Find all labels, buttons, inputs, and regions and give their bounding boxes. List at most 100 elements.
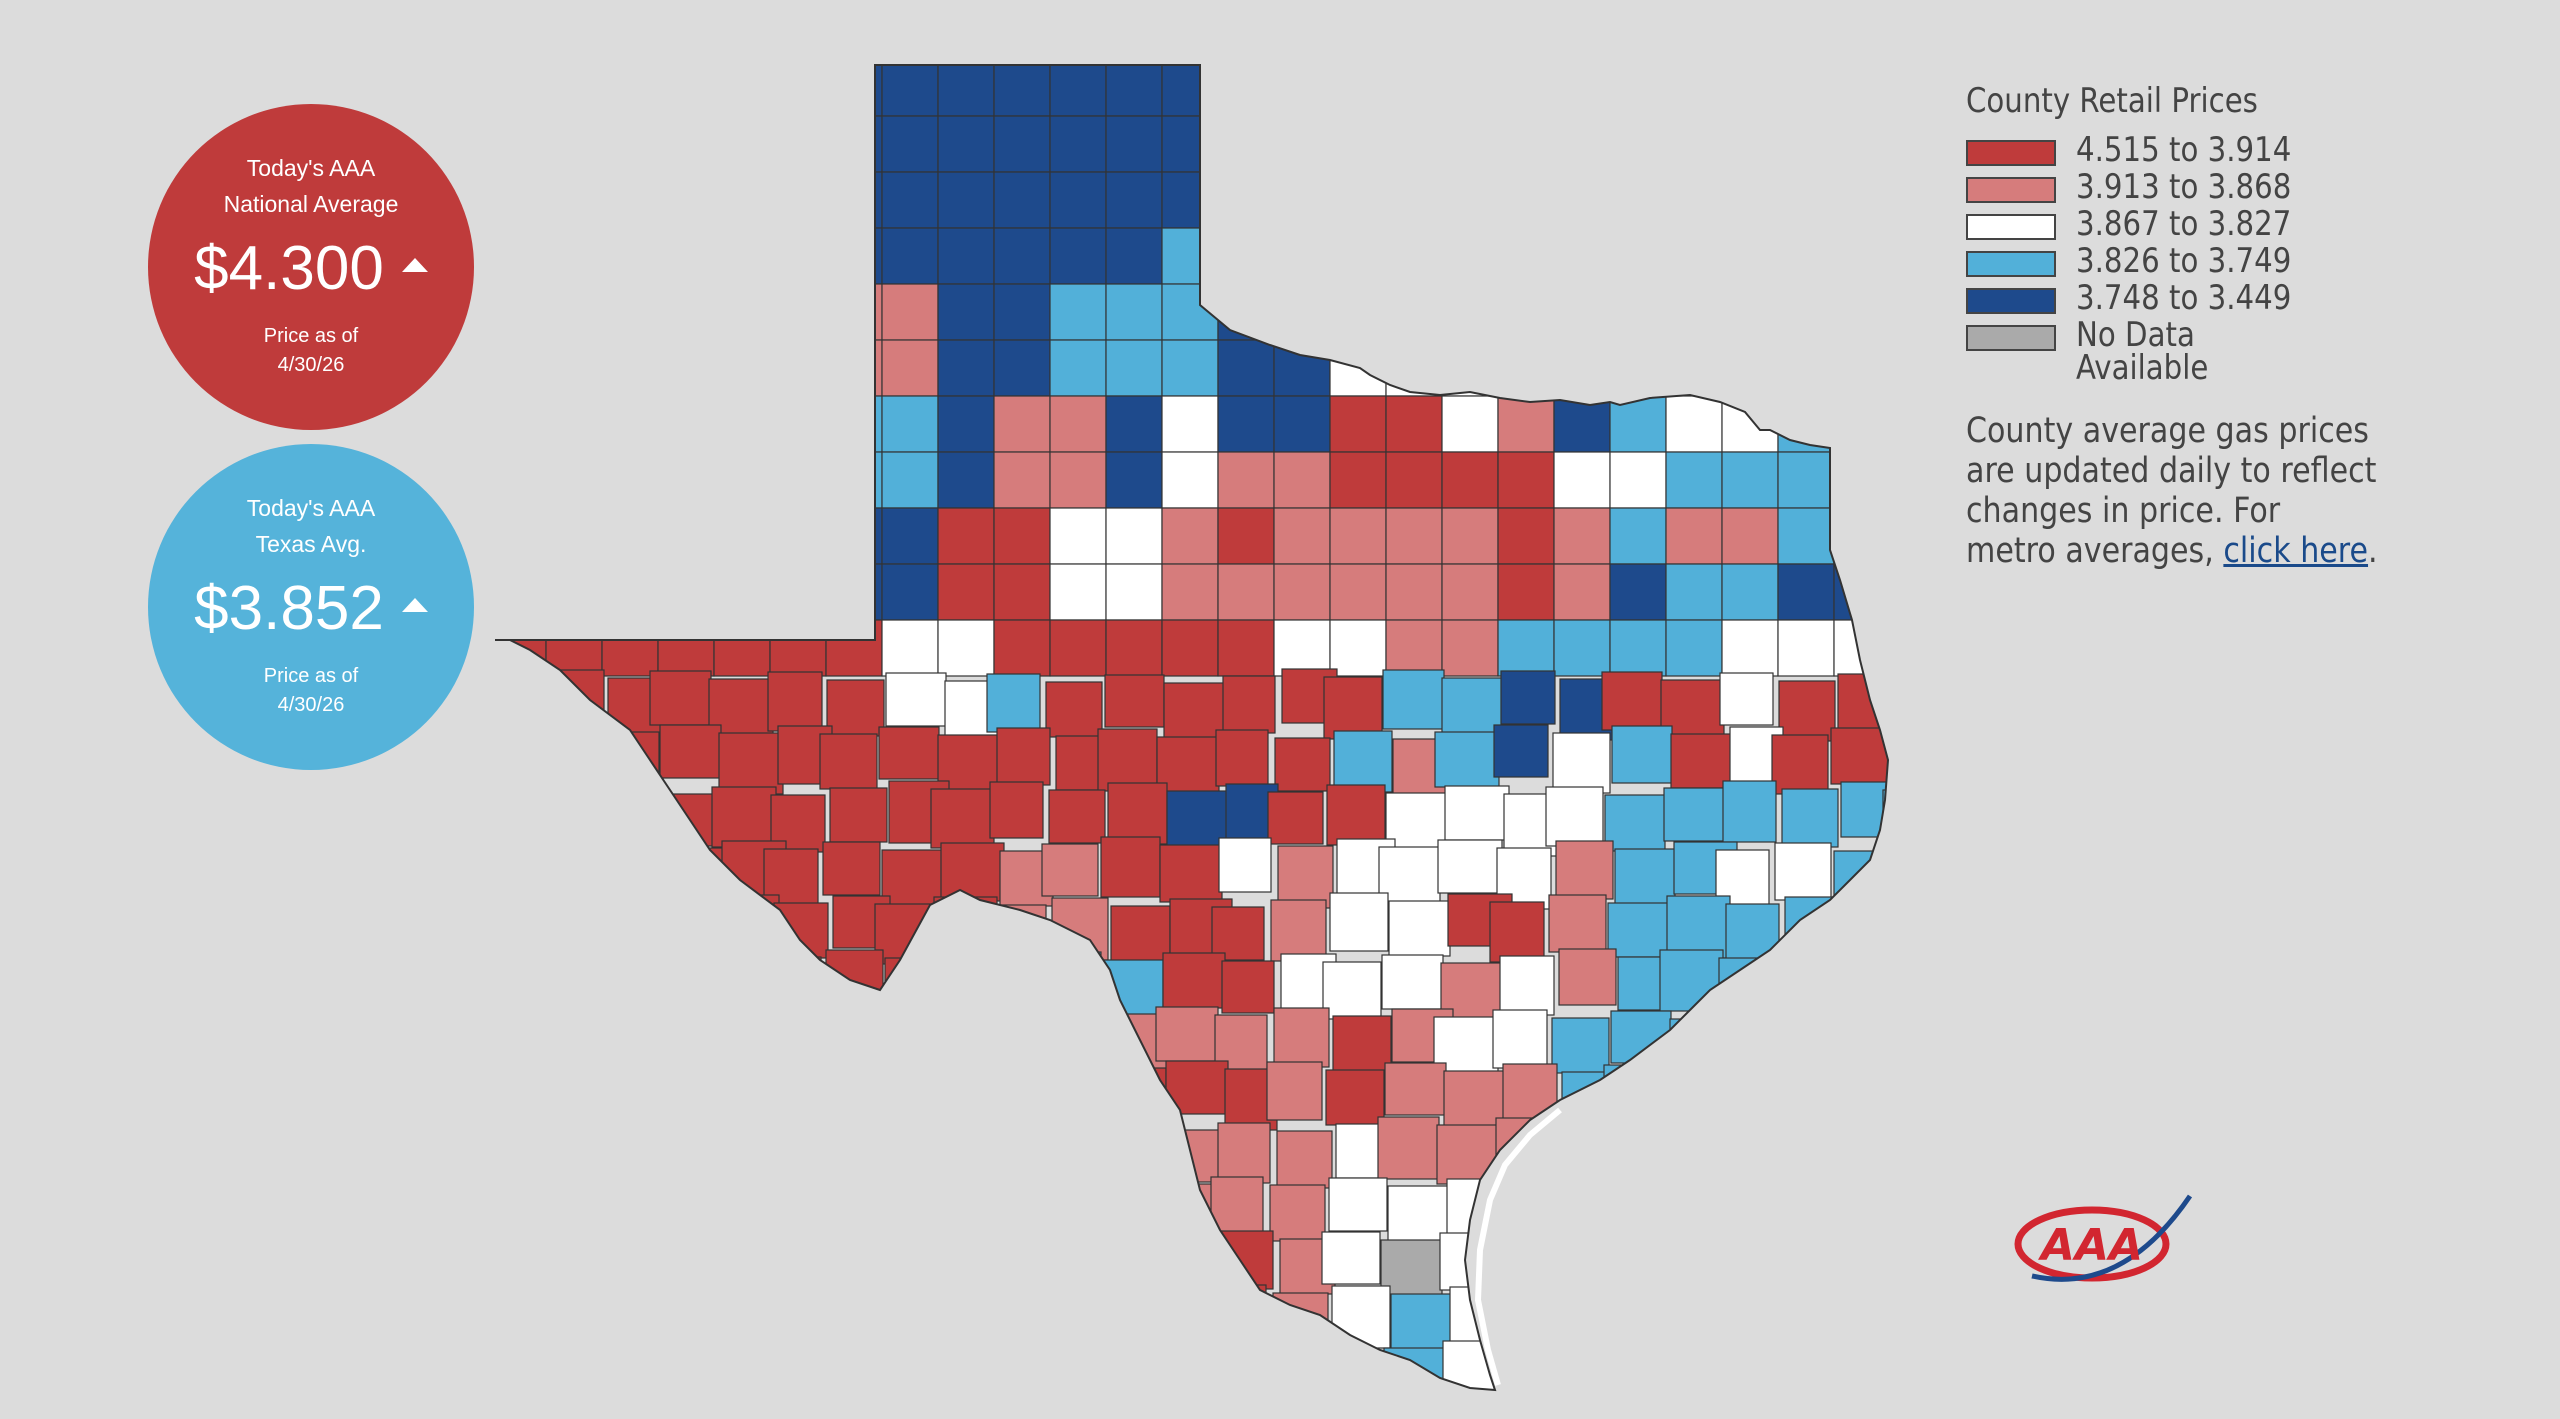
county-region[interactable] bbox=[1105, 451, 1163, 509]
county-region[interactable] bbox=[1658, 1234, 1723, 1292]
county-region[interactable] bbox=[718, 732, 784, 795]
county-region[interactable] bbox=[713, 451, 771, 509]
county-region[interactable] bbox=[1161, 451, 1219, 509]
county-region[interactable] bbox=[825, 171, 883, 229]
county-region[interactable] bbox=[1779, 1343, 1837, 1403]
county-region[interactable] bbox=[825, 507, 883, 565]
county-region[interactable] bbox=[1839, 1066, 1899, 1129]
county-region[interactable] bbox=[1217, 395, 1275, 453]
county-region[interactable] bbox=[885, 672, 947, 727]
county-region[interactable] bbox=[1838, 1351, 1898, 1408]
county-region[interactable] bbox=[1053, 1290, 1111, 1347]
county-region[interactable] bbox=[545, 507, 603, 565]
county-region[interactable] bbox=[993, 60, 1051, 117]
county-region[interactable] bbox=[601, 507, 659, 565]
county-region[interactable] bbox=[1777, 227, 1835, 285]
county-region[interactable] bbox=[1890, 60, 1946, 116]
county-region[interactable] bbox=[1103, 959, 1164, 1019]
county-region[interactable] bbox=[1439, 1232, 1505, 1291]
county-region[interactable] bbox=[1553, 563, 1611, 621]
county-region[interactable] bbox=[1333, 730, 1393, 793]
county-region[interactable] bbox=[933, 896, 998, 955]
county-region[interactable] bbox=[1553, 171, 1611, 229]
county-region[interactable] bbox=[1329, 619, 1387, 677]
county-region[interactable] bbox=[1049, 227, 1107, 285]
county-region[interactable] bbox=[1665, 451, 1723, 509]
county-region[interactable] bbox=[1714, 1119, 1769, 1176]
county-region[interactable] bbox=[937, 619, 995, 677]
county-region[interactable] bbox=[1112, 1298, 1173, 1352]
county-region[interactable] bbox=[775, 1295, 831, 1356]
county-region[interactable] bbox=[1661, 1342, 1726, 1397]
county-region[interactable] bbox=[1548, 894, 1607, 953]
county-region[interactable] bbox=[1325, 1069, 1385, 1126]
county-region[interactable] bbox=[1727, 1296, 1782, 1350]
county-region[interactable] bbox=[1553, 507, 1611, 565]
county-region[interactable] bbox=[1105, 171, 1163, 229]
county-region[interactable] bbox=[1770, 1004, 1828, 1060]
county-region[interactable] bbox=[490, 451, 547, 509]
county-region[interactable] bbox=[713, 283, 771, 341]
county-region[interactable] bbox=[825, 283, 883, 341]
county-region[interactable] bbox=[937, 60, 995, 117]
county-region[interactable] bbox=[1890, 396, 1946, 452]
county-region[interactable] bbox=[1102, 1229, 1163, 1284]
county-region[interactable] bbox=[1553, 115, 1611, 173]
county-region[interactable] bbox=[601, 60, 659, 117]
county-region[interactable] bbox=[1492, 1009, 1548, 1069]
county-region[interactable] bbox=[1552, 732, 1611, 794]
county-region[interactable] bbox=[1833, 451, 1890, 509]
county-region[interactable] bbox=[1324, 1354, 1384, 1416]
county-region[interactable] bbox=[886, 1350, 948, 1403]
county-region[interactable] bbox=[1611, 725, 1673, 784]
county-region[interactable] bbox=[993, 619, 1051, 677]
county-region[interactable] bbox=[657, 619, 715, 677]
county-region[interactable] bbox=[1441, 451, 1499, 509]
county-region[interactable] bbox=[881, 283, 939, 341]
county-region[interactable] bbox=[1840, 781, 1900, 838]
county-region[interactable] bbox=[1665, 563, 1723, 621]
county-region[interactable] bbox=[769, 395, 827, 453]
county-region[interactable] bbox=[1267, 791, 1324, 845]
county-region[interactable] bbox=[769, 507, 827, 565]
county-region[interactable] bbox=[651, 1063, 714, 1123]
county-region[interactable] bbox=[543, 1116, 600, 1170]
county-region[interactable] bbox=[1217, 507, 1275, 565]
county-region[interactable] bbox=[1217, 451, 1275, 509]
county-region[interactable] bbox=[1497, 115, 1555, 173]
county-region[interactable] bbox=[1603, 1064, 1665, 1128]
county-region[interactable] bbox=[881, 849, 943, 912]
county-region[interactable] bbox=[1045, 681, 1103, 738]
county-region[interactable] bbox=[940, 842, 1005, 902]
county-region[interactable] bbox=[1329, 451, 1387, 509]
county-region[interactable] bbox=[1773, 1127, 1831, 1181]
county-region[interactable] bbox=[1385, 619, 1443, 677]
county-region[interactable] bbox=[769, 1064, 825, 1118]
county-region[interactable] bbox=[661, 1117, 724, 1176]
county-region[interactable] bbox=[825, 227, 883, 285]
county-region[interactable] bbox=[1898, 1345, 1960, 1398]
county-region[interactable] bbox=[1550, 1287, 1609, 1350]
county-region[interactable] bbox=[1828, 1297, 1888, 1356]
county-region[interactable] bbox=[706, 1233, 772, 1287]
county-region[interactable] bbox=[881, 339, 939, 397]
county-region[interactable] bbox=[483, 730, 536, 794]
county-region[interactable] bbox=[595, 1178, 655, 1239]
county-region[interactable] bbox=[1724, 1173, 1779, 1229]
county-region[interactable] bbox=[768, 1349, 824, 1408]
county-region[interactable] bbox=[1497, 283, 1555, 341]
county-region[interactable] bbox=[943, 950, 1008, 1008]
county-region[interactable] bbox=[825, 451, 883, 509]
county-region[interactable] bbox=[1609, 507, 1667, 565]
county-region[interactable] bbox=[1833, 507, 1890, 565]
metro-averages-link[interactable]: click here bbox=[2223, 531, 2369, 571]
county-region[interactable] bbox=[713, 507, 771, 565]
county-region[interactable] bbox=[881, 60, 939, 117]
county-region[interactable] bbox=[1601, 671, 1663, 731]
county-region[interactable] bbox=[1162, 952, 1226, 1009]
county-region[interactable] bbox=[605, 1232, 665, 1292]
county-region[interactable] bbox=[1670, 733, 1735, 789]
county-region[interactable] bbox=[1273, 227, 1331, 285]
county-region[interactable] bbox=[720, 1125, 786, 1181]
county-region[interactable] bbox=[1722, 780, 1777, 843]
